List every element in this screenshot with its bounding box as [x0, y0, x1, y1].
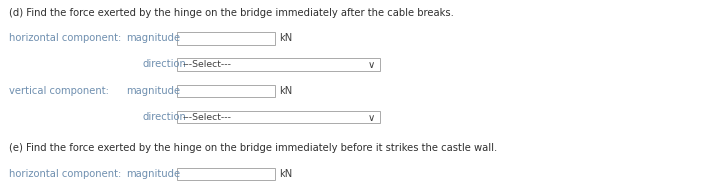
- Text: vertical component:: vertical component:: [9, 86, 108, 96]
- Text: ∨: ∨: [367, 113, 375, 122]
- Text: direction: direction: [142, 112, 187, 122]
- Text: ---Select---: ---Select---: [182, 113, 231, 122]
- Text: magnitude: magnitude: [127, 33, 181, 43]
- Text: magnitude: magnitude: [127, 169, 181, 179]
- Text: kN: kN: [279, 33, 292, 43]
- Text: (d) Find the force exerted by the hinge on the bridge immediately after the cabl: (d) Find the force exerted by the hinge …: [9, 8, 453, 18]
- Text: kN: kN: [279, 169, 292, 179]
- Text: horizontal component:: horizontal component:: [9, 33, 121, 43]
- Text: direction: direction: [142, 59, 187, 69]
- Text: kN: kN: [279, 86, 292, 96]
- Text: ---Select---: ---Select---: [182, 60, 231, 69]
- Text: horizontal component:: horizontal component:: [9, 169, 121, 179]
- FancyBboxPatch shape: [177, 111, 380, 123]
- FancyBboxPatch shape: [177, 167, 275, 180]
- Text: magnitude: magnitude: [127, 86, 181, 96]
- FancyBboxPatch shape: [177, 58, 380, 70]
- FancyBboxPatch shape: [177, 32, 275, 45]
- FancyBboxPatch shape: [177, 85, 275, 98]
- Text: (e) Find the force exerted by the hinge on the bridge immediately before it stri: (e) Find the force exerted by the hinge …: [9, 143, 497, 153]
- Text: ∨: ∨: [367, 60, 375, 70]
